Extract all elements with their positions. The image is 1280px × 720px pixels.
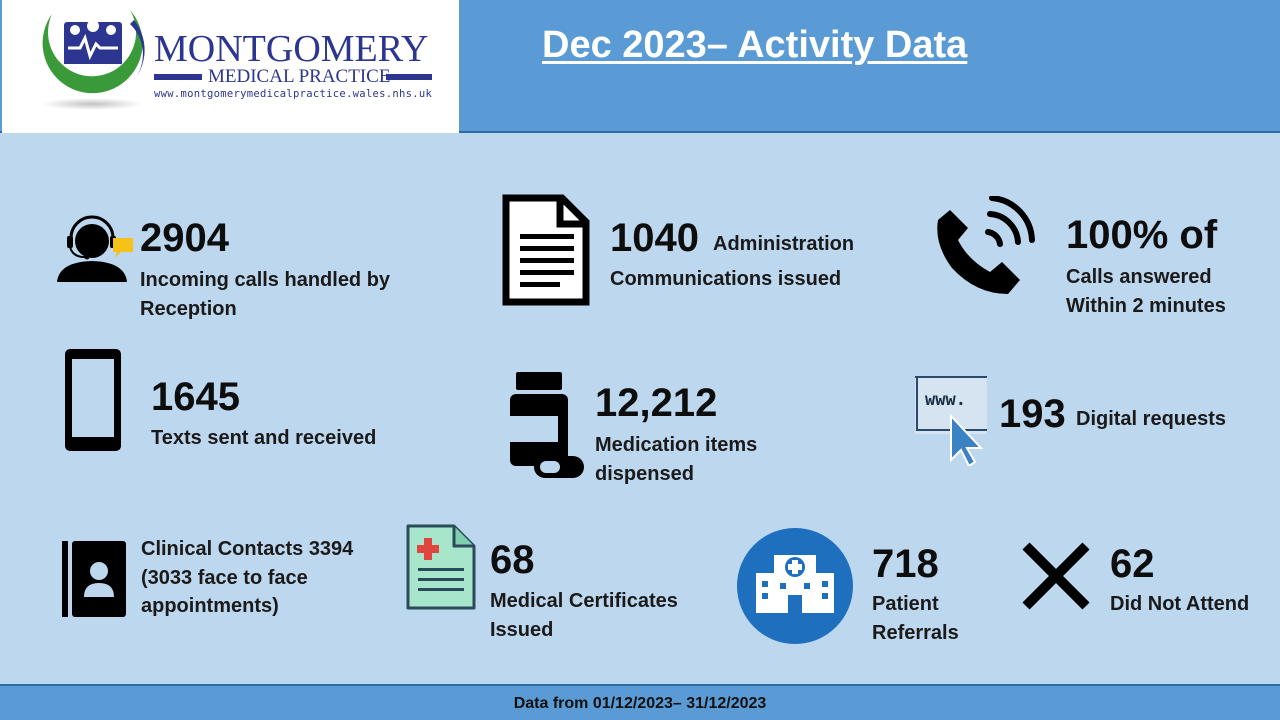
- document-icon: [502, 194, 590, 306]
- headset-agent-icon: [57, 215, 133, 282]
- footer-date-range: Data from 01/12/2023– 31/12/2023: [513, 695, 767, 712]
- clinical-line-2: (3033 face to face: [141, 567, 308, 589]
- logo-bar-left: [154, 74, 202, 80]
- medical-certificate-icon: [406, 524, 476, 610]
- referrals-label-2: Referrals: [872, 622, 959, 644]
- texts-value: 1645: [151, 375, 240, 419]
- medication-label-1: Medication items: [595, 434, 758, 456]
- hospital-icon: [737, 528, 853, 644]
- texts-label: Texts sent and received: [151, 427, 377, 449]
- practice-logo: MONTGOMERY MEDICAL PRACTICE www.montgome…: [2, 0, 459, 133]
- contact-book-icon: [62, 541, 126, 617]
- logo-bar-right: [386, 74, 432, 80]
- referrals-value: 718: [872, 542, 939, 586]
- mobile-phone-icon: [65, 349, 121, 451]
- cross-x-icon: [1022, 542, 1090, 610]
- web-cursor-icon: www.: [915, 376, 989, 466]
- header-banner: MONTGOMERY MEDICAL PRACTICE www.montgome…: [0, 0, 1280, 133]
- pill-bottle-icon: [510, 372, 584, 478]
- answered-label-2: Within 2 minutes: [1066, 295, 1226, 317]
- digital-label: Digital requests: [1076, 408, 1227, 430]
- clinical-line-3: appointments): [141, 595, 279, 617]
- medication-value: 12,212: [595, 381, 718, 425]
- phone-ringing-icon: [937, 196, 1035, 294]
- calls-label-2: Reception: [140, 298, 237, 320]
- logo-subtitle: MEDICAL PRACTICE: [208, 66, 391, 87]
- certificates-label-2: Issued: [490, 619, 554, 641]
- footer-bar: Data from 01/12/2023– 31/12/2023: [0, 684, 1280, 720]
- admin-value: 1040: [610, 216, 699, 260]
- web-icon-text: www.: [925, 390, 966, 410]
- answered-label-1: Calls answered: [1066, 266, 1212, 288]
- certificates-label-1: Medical Certificates: [490, 590, 678, 612]
- logo-name: MONTGOMERY: [154, 28, 429, 70]
- referrals-label-1: Patient: [872, 593, 939, 615]
- admin-label-2: Communications issued: [610, 268, 842, 290]
- page-title: Dec 2023– Activity Data: [542, 24, 968, 66]
- dna-label: Did Not Attend: [1110, 593, 1250, 615]
- certificates-value: 68: [490, 538, 535, 582]
- calls-label-1: Incoming calls handled by: [140, 269, 391, 291]
- medication-label-2: dispensed: [595, 463, 694, 485]
- digital-value: 193: [999, 392, 1066, 436]
- admin-label-inline: Administration: [713, 233, 855, 255]
- answered-value: 100% of: [1066, 213, 1218, 257]
- dna-value: 62: [1110, 542, 1155, 586]
- logo-url: www.montgomerymedicalpractice.wales.nhs.…: [154, 88, 433, 100]
- calls-value: 2904: [140, 216, 229, 260]
- clinical-line-1: Clinical Contacts 3394: [141, 538, 354, 560]
- practice-logo-icon: [42, 10, 145, 110]
